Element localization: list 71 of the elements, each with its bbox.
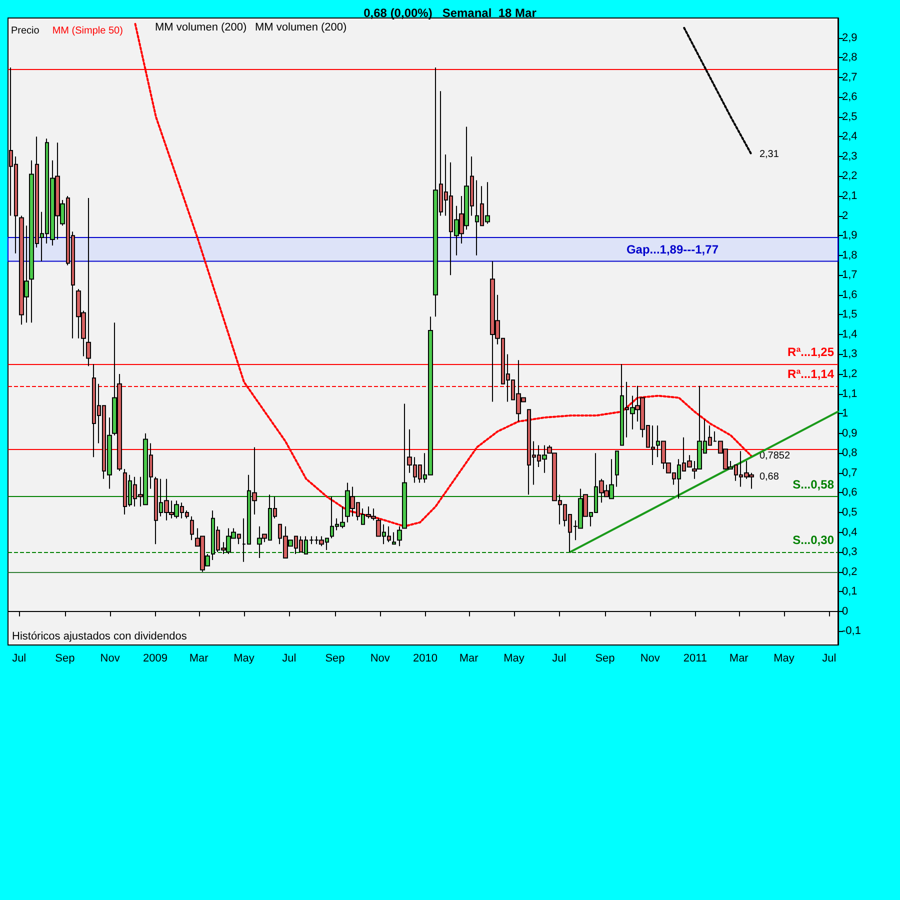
y-tick-label: 2,2: [842, 170, 858, 182]
annotation: Históricos ajustados con dividendos: [12, 630, 188, 642]
x-tick-label: Mar: [459, 652, 479, 664]
y-tick-label: 1,2: [842, 368, 858, 380]
y-tick-label: 2,1: [842, 190, 858, 202]
chart-title: 0,68 (0,00%) Semanal 18 Mar: [364, 6, 537, 20]
x-tick-label: Sep: [595, 652, 615, 664]
x-tick-label: Jul: [552, 652, 566, 664]
y-tick-label: 0,4: [842, 526, 858, 538]
y-tick-label: 0,8: [842, 447, 858, 460]
x-tick-label: 2011: [683, 652, 708, 664]
text: Precio: [11, 26, 40, 36]
series-label: MM (Simple 50): [52, 26, 123, 36]
candlestick: [615, 450, 619, 488]
annotation: 0,68: [759, 471, 780, 482]
x-tick-label: Jul: [822, 652, 836, 664]
y-tick-label: 0,2: [842, 566, 858, 578]
ref-line-label: Rª...1,25: [788, 345, 834, 360]
y-tick-label: 2,6: [842, 91, 858, 104]
candlestick: [190, 516, 194, 541]
y-tick-label: 0,7: [842, 466, 858, 479]
ref-line-label: S...0,30: [792, 533, 834, 548]
y-tick-label: 1,6: [842, 288, 858, 301]
x-tick-label: Sep: [55, 652, 75, 664]
annotation: MM volumen (200): [155, 22, 247, 34]
x-tick-label: Nov: [100, 652, 120, 664]
x-tick-label: May: [234, 652, 255, 664]
y-tick-label: 1,5: [842, 308, 858, 321]
x-tick-label: Mar: [729, 652, 749, 664]
y-tick-label: 1: [842, 408, 848, 420]
y-tick-label: 1,8: [842, 249, 858, 262]
y-tick-label: 1,3: [842, 348, 858, 360]
y-tick-label: 2,9: [842, 32, 858, 44]
candlestick: [392, 532, 396, 545]
x-tick-label: Nov: [370, 652, 390, 664]
y-tick-label: 0,6: [842, 486, 858, 499]
y-tick-label: 2,5: [842, 110, 858, 123]
y-tick-label: 0,5: [842, 506, 858, 518]
ref-line-label: Rª...1,14: [788, 366, 834, 381]
candlestick: [397, 526, 402, 547]
x-tick-label: May: [774, 652, 795, 664]
y-tick-label: 2,3: [842, 150, 858, 162]
x-tick-label: 2010: [412, 652, 438, 664]
y-tick-label: 1,1: [842, 388, 858, 400]
candlestick: [402, 403, 407, 529]
y-tick-label: 0: [842, 605, 848, 618]
band-label: Gap...1,89---1,77: [626, 242, 719, 256]
y-tick-label: 0,1: [842, 586, 858, 598]
y-tick-label: 1,9: [842, 230, 858, 242]
y-tick-label: 2,7: [842, 71, 858, 84]
x-tick-label: Sep: [325, 652, 345, 664]
annotation: MM volumen (200): [255, 22, 347, 34]
x-tick-label: 2009: [142, 652, 168, 664]
line-series: [683, 26, 752, 156]
y-tick-label: 2: [842, 210, 848, 222]
x-tick-label: Mar: [189, 652, 209, 664]
y-tick-label: 0,9: [842, 427, 858, 440]
y-tick-label: -0,1: [842, 625, 861, 638]
y-tick-label: 2,8: [842, 52, 858, 64]
x-tick-label: Jul: [12, 652, 26, 664]
y-tick-label: 1,4: [842, 328, 858, 340]
y-tick-label: 1,7: [842, 269, 858, 282]
x-tick-label: Jul: [282, 652, 296, 664]
y-tick-label: 0,3: [842, 546, 858, 558]
annotation: 2,31: [759, 148, 780, 160]
x-tick-label: Nov: [640, 652, 660, 664]
ref-line-label: S...0,58: [792, 478, 834, 492]
y-tick-label: 2,4: [842, 130, 858, 143]
x-tick-label: May: [504, 652, 525, 664]
candlestick: [86, 197, 91, 367]
annotation: 0,7852: [759, 450, 790, 462]
